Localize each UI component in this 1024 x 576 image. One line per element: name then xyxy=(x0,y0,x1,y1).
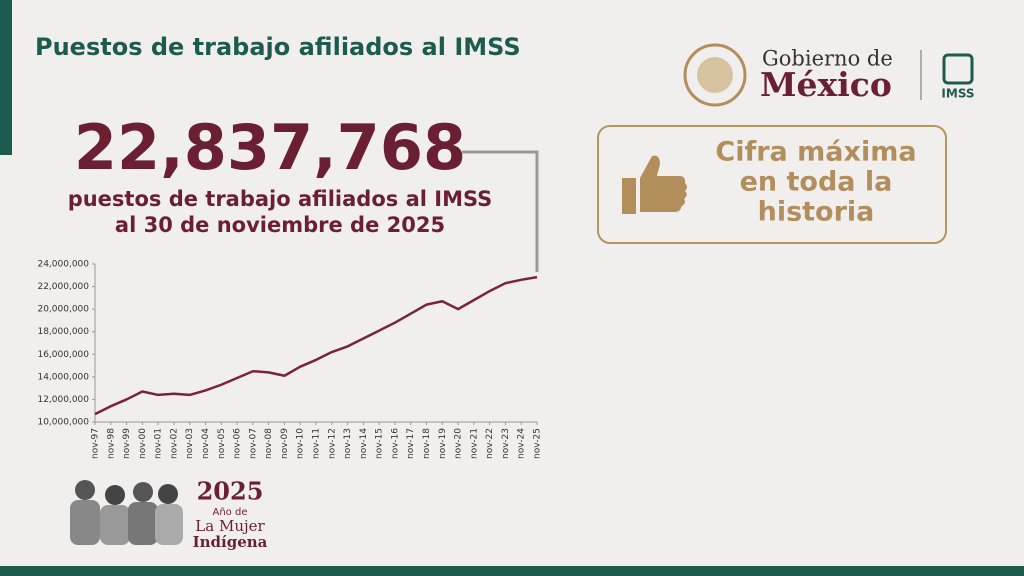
x-tick-label: nov-00 xyxy=(138,428,148,459)
y-tick-label: 24,000,000 xyxy=(37,260,89,270)
x-tick-label: nov-02 xyxy=(169,428,179,459)
x-tick-label: nov-07 xyxy=(248,428,258,459)
x-tick-label: nov-21 xyxy=(469,428,479,459)
x-tick-label: nov-16 xyxy=(390,428,400,459)
seal xyxy=(683,43,747,107)
x-tick-label: nov-09 xyxy=(280,428,290,459)
x-tick-label: nov-25 xyxy=(533,428,543,459)
footer-text: Indígena xyxy=(193,533,268,551)
badge-text: historia xyxy=(758,197,875,228)
x-tick-label: nov-18 xyxy=(422,428,432,459)
side-bar xyxy=(0,0,12,155)
line-chart: 10,000,000 12,000,000 14,000,000 16,000,000… xyxy=(37,260,542,460)
y-tick-label: 16,000,000 xyxy=(37,350,89,360)
y-tick-label: 22,000,000 xyxy=(37,282,89,292)
y-tick-label: 20,000,000 xyxy=(37,305,89,315)
x-tick-label: nov-23 xyxy=(501,428,511,459)
headline-line: al 30 de noviembre de 2025 xyxy=(115,213,445,237)
x-tick-label: nov-06 xyxy=(233,428,243,459)
title: Puestos de trabajo afiliados al IMSS xyxy=(35,33,521,61)
x-tick-label: nov-97 xyxy=(91,428,101,459)
logo-text: México xyxy=(760,65,892,104)
x-tick-label: nov-03 xyxy=(185,428,195,459)
headline-figure: 22,837,768 xyxy=(74,111,466,184)
x-tick-label: nov-20 xyxy=(454,428,464,459)
x-tick-label: nov-99 xyxy=(122,428,132,459)
logo-text: Gobierno de xyxy=(762,47,893,71)
footer-year: 2025 xyxy=(197,477,264,506)
bottom-bar xyxy=(0,566,1024,576)
badge-text: Cifra máxima xyxy=(715,137,916,168)
x-tick-label: nov-24 xyxy=(517,428,527,459)
y-tick-label: 18,000,000 xyxy=(37,327,89,337)
badge-text: en toda la xyxy=(740,167,893,198)
imss-icon xyxy=(942,53,974,85)
headline-line: puestos de trabajo afiliados al IMSS xyxy=(68,187,493,211)
x-tick-label: nov-19 xyxy=(438,428,448,459)
x-tick-label: nov-05 xyxy=(217,428,227,459)
y-tick-label: 12,000,000 xyxy=(37,395,89,405)
footer-text: Año de xyxy=(213,507,248,518)
women-illustration xyxy=(70,480,183,545)
y-tick-label: 14,000,000 xyxy=(37,372,89,382)
logo-text: IMSS xyxy=(941,87,974,101)
x-tick-label: nov-04 xyxy=(201,428,211,459)
x-tick-label: nov-15 xyxy=(375,428,385,459)
connector xyxy=(462,150,539,272)
x-tick-label: nov-12 xyxy=(327,428,337,459)
x-tick-label: nov-11 xyxy=(312,428,322,459)
thumbs-up-icon xyxy=(622,155,687,214)
x-tick-label: nov-01 xyxy=(154,428,164,459)
x-tick-label: nov-08 xyxy=(264,428,274,459)
footer-text: La Mujer xyxy=(195,517,265,535)
x-tick-label: nov-13 xyxy=(343,428,353,459)
x-tick-label: nov-98 xyxy=(106,428,116,459)
x-tick-label: nov-10 xyxy=(296,428,306,459)
data-line xyxy=(94,275,538,416)
x-tick-label: nov-14 xyxy=(359,428,369,459)
seal xyxy=(697,57,733,93)
y-tick-label: 10,000,000 xyxy=(37,418,89,428)
badge-frame xyxy=(597,125,947,244)
x-tick-label: nov-22 xyxy=(485,428,495,459)
x-tick-label: nov-17 xyxy=(406,428,416,459)
